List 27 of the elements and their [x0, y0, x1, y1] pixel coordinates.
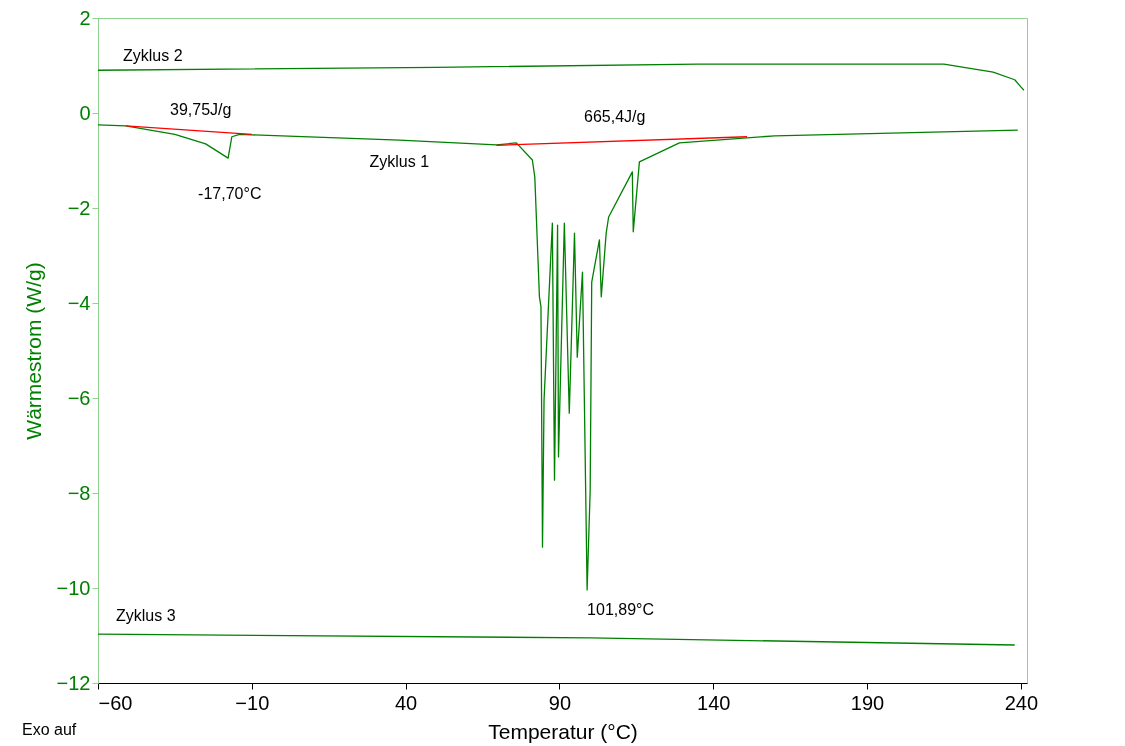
series-label: Zyklus 2 [123, 47, 183, 65]
x-tick-label: 140 [697, 691, 731, 714]
x-tick-label: −60 [98, 691, 133, 714]
y-tick-label: −6 [67, 386, 91, 409]
x-tick-label: 190 [850, 691, 885, 714]
y-axis-title: Wärmestrom (W/g) [21, 262, 45, 440]
x-tick-label: 90 [548, 691, 572, 714]
series-label: Zyklus 3 [116, 607, 176, 625]
y-tick-label: −8 [67, 481, 91, 504]
x-tick-label: −10 [235, 691, 270, 714]
y-tick-label: −12 [56, 671, 91, 694]
text: Exo auf [22, 721, 77, 738]
x-tick-label: 40 [394, 691, 418, 714]
y-tick-label: −2 [67, 196, 91, 219]
y-tick-label: 0 [79, 101, 91, 124]
y-tick-label: −4 [67, 291, 91, 314]
annotation: 665,4J/g [584, 108, 646, 125]
annotation: 101,89°C [587, 600, 654, 618]
y-tick-label: −10 [56, 576, 91, 599]
annotation: 39,75J/g [170, 101, 232, 118]
annotation: -17,70°C [198, 185, 262, 203]
x-axis-title: Temperatur (°C) [488, 719, 638, 743]
x-tick-label: 240 [1004, 691, 1039, 714]
line-series [97, 63, 1025, 91]
line-series [97, 124, 1019, 591]
y-tick-label: 2 [79, 6, 91, 29]
series-label: Zyklus 1 [369, 153, 430, 171]
